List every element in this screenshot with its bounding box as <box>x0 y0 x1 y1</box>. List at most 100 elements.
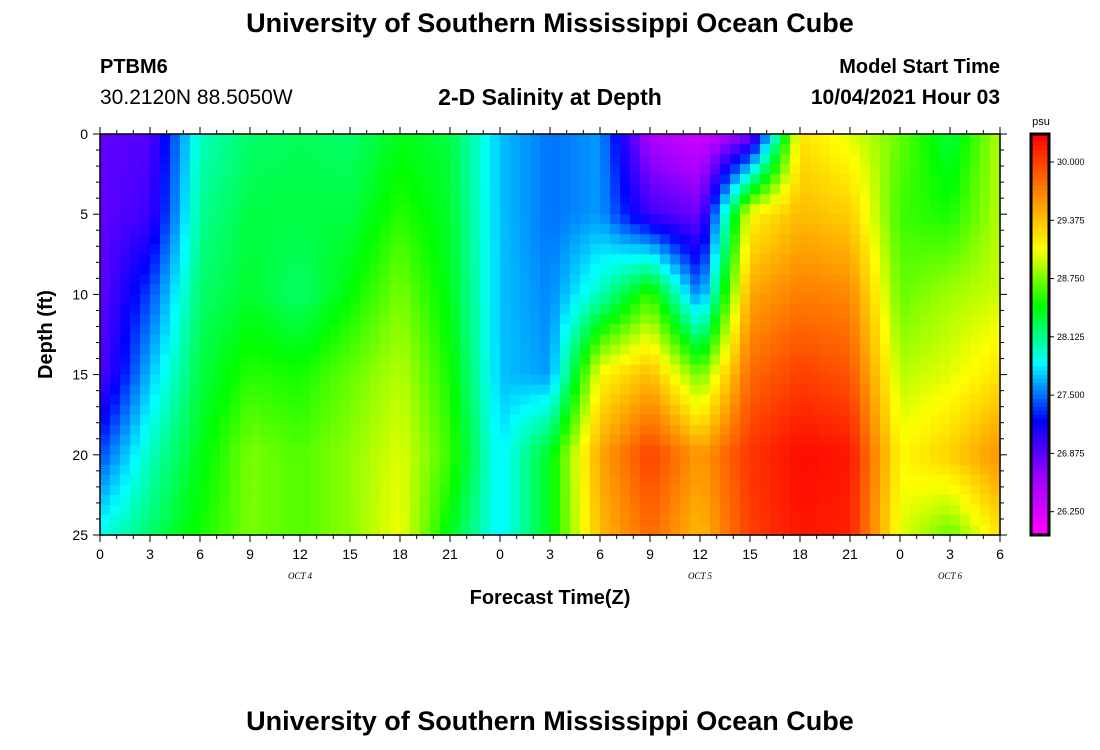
heatmap-cell <box>630 514 641 526</box>
heatmap-cell <box>380 414 391 426</box>
heatmap-cell <box>300 364 311 376</box>
heatmap-cell <box>840 264 851 275</box>
heatmap-cell <box>570 194 581 205</box>
heatmap-cell <box>210 194 221 205</box>
heatmap-cell <box>340 154 351 165</box>
heatmap-cell <box>680 294 691 306</box>
heatmap-cell <box>670 214 681 225</box>
heatmap-cell <box>650 314 661 326</box>
heatmap-cell <box>690 174 701 185</box>
heatmap-cell <box>680 374 691 386</box>
heatmap-cell <box>290 394 301 406</box>
heatmap-cell <box>110 284 121 296</box>
heatmap-cell <box>690 424 701 436</box>
heatmap-cell <box>250 504 261 516</box>
heatmap-cell <box>860 284 871 296</box>
heatmap-cell <box>590 444 601 456</box>
colorbar-segment <box>1031 182 1049 187</box>
heatmap-cell <box>640 484 651 496</box>
heatmap-cell <box>430 164 441 175</box>
heatmap-cell <box>540 384 551 396</box>
heatmap-cell <box>490 414 501 426</box>
heatmap-cell <box>890 394 901 406</box>
heatmap-cell <box>940 364 951 376</box>
heatmap-cell <box>600 504 611 516</box>
heatmap-cell <box>530 354 541 366</box>
heatmap-cell <box>500 164 511 175</box>
heatmap-cell <box>160 324 171 336</box>
heatmap-cell <box>300 294 311 306</box>
heatmap-cell <box>990 154 1001 165</box>
heatmap-cell <box>330 334 341 346</box>
heatmap-cell <box>660 234 671 245</box>
heatmap-cell <box>710 414 721 426</box>
heatmap-cell <box>970 224 981 235</box>
heatmap-cell <box>230 374 241 386</box>
heatmap-cell <box>160 214 171 225</box>
heatmap-cell <box>420 314 431 326</box>
heatmap-cell <box>830 414 841 426</box>
heatmap-cell <box>410 284 421 296</box>
heatmap-cell <box>790 454 801 466</box>
heatmap-cell <box>790 314 801 326</box>
heatmap-cell <box>120 204 131 215</box>
heatmap-cell <box>870 164 881 175</box>
heatmap-cell <box>780 444 791 456</box>
heatmap-cell <box>560 134 571 145</box>
heatmap-cell <box>530 314 541 326</box>
heatmap-cell <box>820 304 831 316</box>
heatmap-cell <box>390 374 401 386</box>
heatmap-cell <box>890 254 901 265</box>
heatmap-cell <box>980 144 991 155</box>
heatmap-cell <box>240 454 251 466</box>
heatmap-cell <box>290 194 301 205</box>
heatmap-cell <box>120 444 131 456</box>
heatmap-cell <box>150 514 161 526</box>
colorbar-tick-label: 26.250 <box>1057 507 1085 517</box>
heatmap-cell <box>360 264 371 275</box>
heatmap-cell <box>700 154 711 165</box>
heatmap-cell <box>650 284 661 296</box>
heatmap-cell <box>660 444 671 456</box>
heatmap-cell <box>340 424 351 436</box>
heatmap-cell <box>460 254 471 265</box>
heatmap-cell <box>420 264 431 275</box>
heatmap-cell <box>160 144 171 155</box>
heatmap-cell <box>890 444 901 456</box>
heatmap-cell <box>220 144 231 155</box>
heatmap-cell <box>610 374 621 386</box>
heatmap-cell <box>730 514 741 526</box>
heatmap-cell <box>750 404 761 416</box>
heatmap-cell <box>710 264 721 275</box>
heatmap-cell <box>270 434 281 446</box>
heatmap-cell <box>500 204 511 215</box>
heatmap-cell <box>400 194 411 205</box>
heatmap-cell <box>710 474 721 486</box>
heatmap-cell <box>560 434 571 446</box>
heatmap-cell <box>640 294 651 306</box>
heatmap-cell <box>220 454 231 466</box>
heatmap-cell <box>780 464 791 476</box>
heatmap-cell <box>820 424 831 436</box>
heatmap-cell <box>200 154 211 165</box>
heatmap-cell <box>840 154 851 165</box>
heatmap-cell <box>730 494 741 506</box>
heatmap-cell <box>360 524 371 536</box>
heatmap-cell <box>870 224 881 235</box>
heatmap-cell <box>390 204 401 215</box>
heatmap-cell <box>730 154 741 165</box>
heatmap-cell <box>330 364 341 376</box>
heatmap-cell <box>230 214 241 225</box>
heatmap-cell <box>290 144 301 155</box>
heatmap-cell <box>500 344 511 356</box>
heatmap-cell <box>380 394 391 406</box>
heatmap-cell <box>120 334 131 346</box>
heatmap-cell <box>910 204 921 215</box>
heatmap-cell <box>990 444 1001 456</box>
heatmap-cell <box>290 524 301 536</box>
heatmap-cell <box>890 214 901 225</box>
heatmap-cell <box>170 164 181 175</box>
heatmap-cell <box>700 304 711 316</box>
heatmap-cell <box>870 274 881 285</box>
